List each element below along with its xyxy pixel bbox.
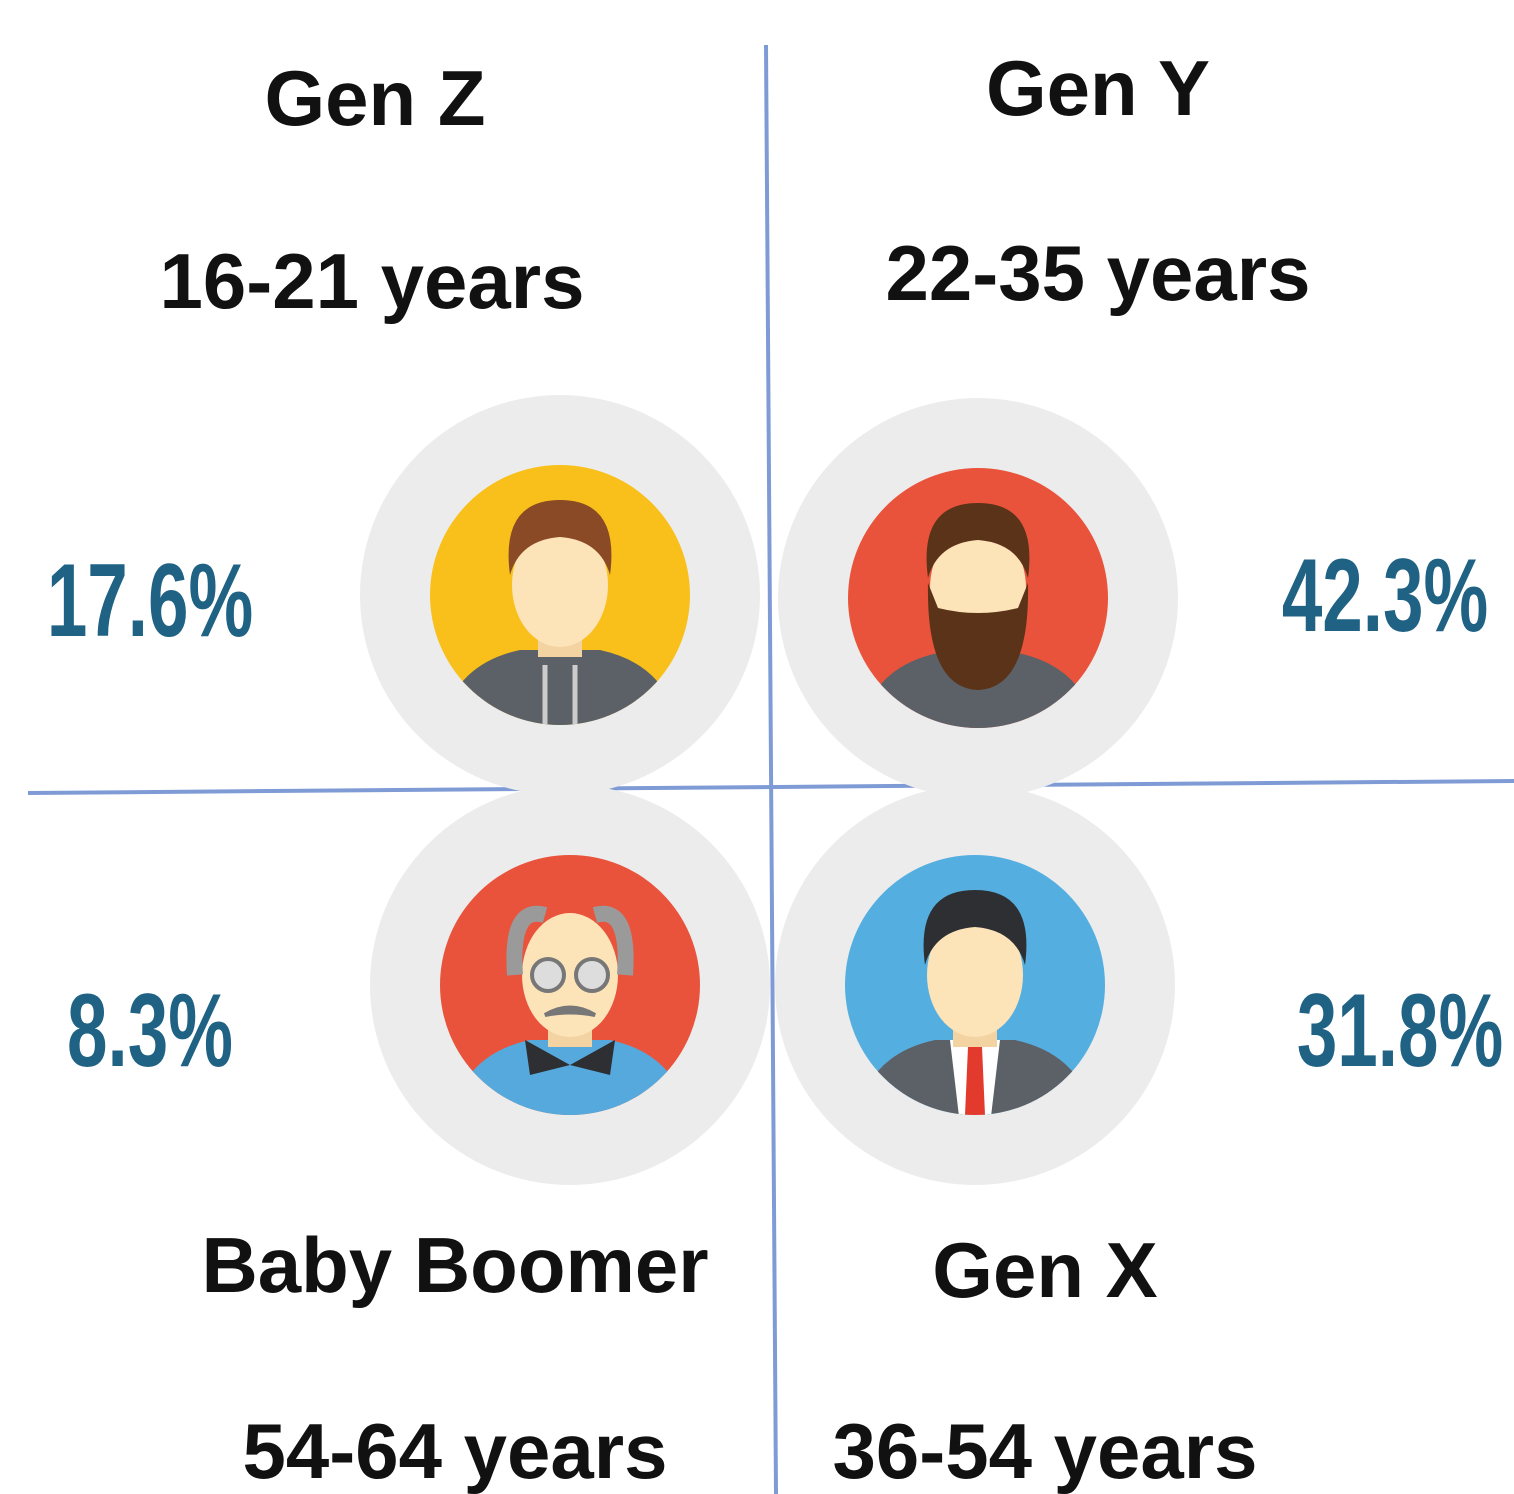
age-range: 54-64 years <box>242 1407 667 1494</box>
quadrant-title: Gen Y <box>986 44 1210 132</box>
quadrant-title: Baby Boomer <box>201 1221 708 1309</box>
share-percent: 17.6% <box>47 543 253 659</box>
age-range: 22-35 years <box>885 229 1310 317</box>
quadrant-title: Gen X <box>932 1226 1157 1314</box>
vertical-divider <box>766 45 776 1494</box>
tie <box>965 1047 985 1115</box>
age-range: 16-21 years <box>159 237 584 325</box>
age-range: 36-54 years <box>832 1407 1257 1494</box>
share-percent: 31.8% <box>1297 973 1503 1089</box>
glasses-right <box>576 959 608 991</box>
infographic: Gen Z 16-21 years 17.6% Gen Y 22-35 years 42.… <box>0 0 1514 1494</box>
page: Gen Z 16-21 years 17.6% Gen Y 22-35 years 42.… <box>0 0 1514 1494</box>
quadrant-title: Gen Z <box>264 54 485 142</box>
share-percent: 8.3% <box>67 973 233 1089</box>
share-percent: 42.3% <box>1282 538 1488 654</box>
glasses-left <box>532 959 564 991</box>
